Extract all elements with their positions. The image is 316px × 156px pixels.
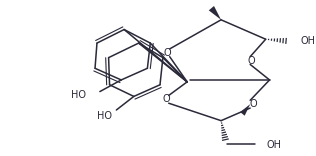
Polygon shape [240, 104, 250, 116]
Text: HO: HO [71, 90, 86, 100]
Text: O: O [249, 99, 257, 109]
Text: HO: HO [97, 111, 112, 121]
Text: OH: OH [301, 36, 316, 46]
Text: O: O [163, 94, 171, 104]
Text: O: O [164, 48, 172, 58]
Text: OH: OH [267, 140, 282, 150]
Text: O: O [247, 56, 255, 66]
Polygon shape [209, 6, 221, 20]
